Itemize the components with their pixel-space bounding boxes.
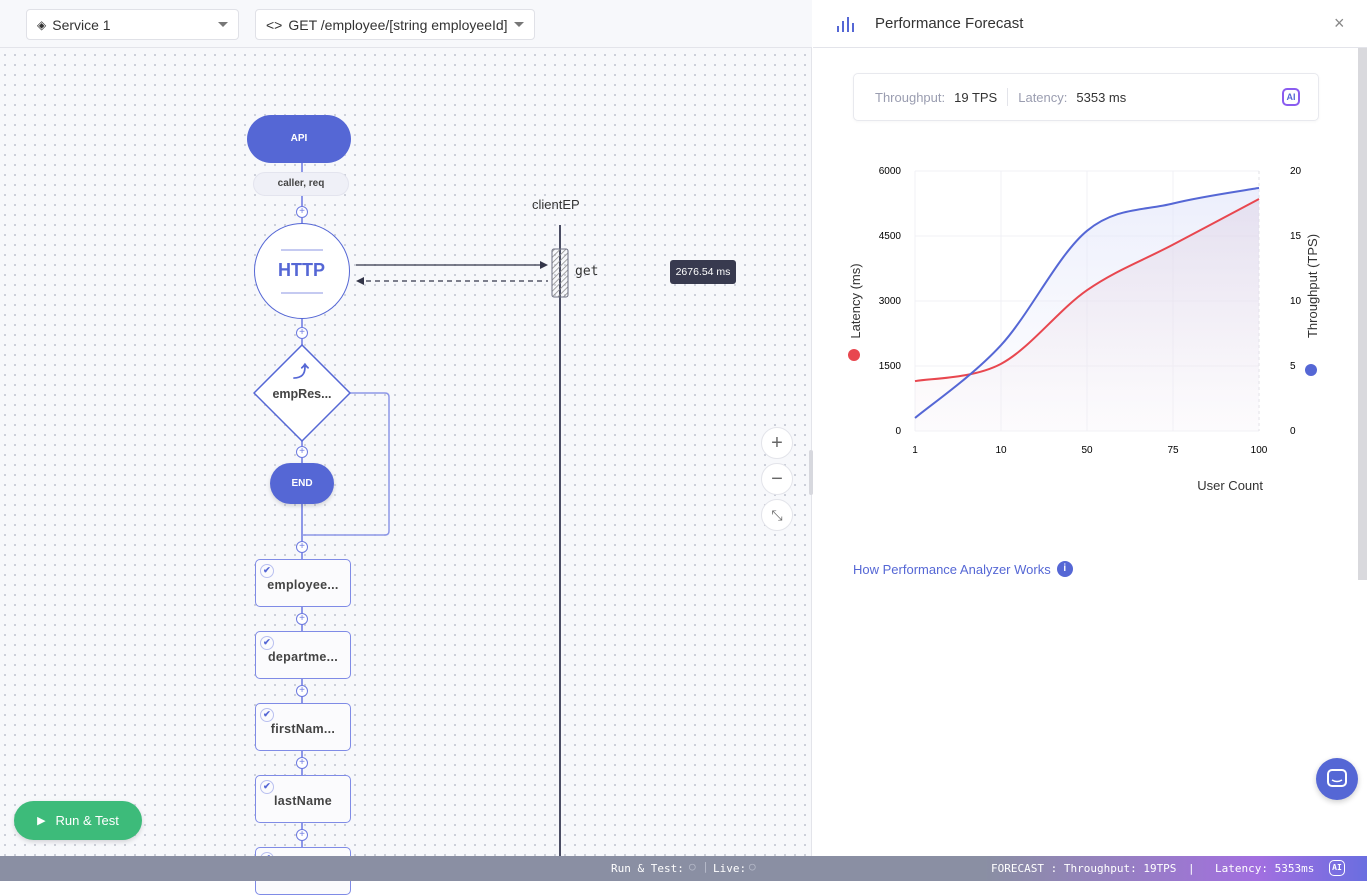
diagram-canvas[interactable]: API caller, req + HTTP + ⤴ empRes... + E… [0, 0, 813, 895]
series-line [914, 186, 1260, 419]
panel-header: Performance Forecast × [813, 0, 1367, 48]
info-icon: i [1056, 561, 1073, 577]
diagram-connectors [253, 163, 569, 856]
panel-scrollbar[interactable] [1358, 48, 1367, 580]
y-right-tick-label: 0 [1290, 426, 1296, 437]
add-node-icon[interactable]: + [296, 613, 308, 625]
branch-icon: ⤴ [293, 364, 310, 381]
add-node-icon[interactable]: + [296, 757, 308, 769]
x-tick-label: 75 [1167, 445, 1179, 456]
latency-legend-dot [848, 349, 860, 361]
forecast-chart: 0 0 1500 5 3000 10 4500 15 6000 20 1 10 50 75 100 Laten… [848, 166, 1320, 493]
service-select[interactable]: ◈ Service 1 [26, 9, 239, 40]
add-node-icon[interactable]: + [296, 829, 308, 841]
if-node-shape [253, 344, 351, 442]
latency-label: Latency: [1018, 89, 1068, 105]
statement-label: firstNam... [270, 722, 336, 736]
activation-box [551, 248, 569, 298]
add-node-icon[interactable]: + [296, 541, 308, 553]
x-tick-label: 10 [995, 445, 1007, 456]
x-tick-label: 100 [1251, 445, 1268, 456]
panel-title: Performance Forecast [875, 15, 1024, 32]
check-icon: ✔ [260, 780, 274, 794]
y-right-tick-label: 10 [1290, 296, 1302, 307]
x-tick-label: 50 [1081, 445, 1093, 456]
latency-value: 5353 ms [1076, 89, 1127, 105]
add-node-icon[interactable]: + [296, 327, 308, 339]
params-label: caller, req [253, 172, 349, 196]
add-node-icon[interactable]: + [296, 685, 308, 697]
live-status: Live: [713, 862, 747, 875]
x-tick-label: 1 [912, 445, 918, 456]
statement-label: employee... [267, 578, 339, 592]
statement-node[interactable]: ✔ firstNam... [255, 703, 351, 751]
zoom-out-button[interactable]: − [761, 463, 793, 495]
y-right-tick-label: 20 [1290, 166, 1302, 177]
chat-icon [1327, 769, 1347, 787]
http-node[interactable]: HTTP [254, 223, 350, 319]
run-and-test-button[interactable]: ▶ Run & Test [14, 801, 142, 840]
chevron-down-icon [514, 22, 524, 27]
latency-tooltip: 2676.54 ms [670, 260, 736, 284]
close-icon[interactable]: × [1334, 13, 1345, 33]
resource-label: GET /employee/[string employeeId] [288, 16, 508, 33]
forecast-summary-card: Throughput: 19 TPS Latency: 5353 ms AI [853, 73, 1319, 121]
live-indicator-icon: ○ [749, 860, 756, 873]
chat-button[interactable] [1316, 758, 1358, 800]
latency-status: Latency: 5353ms [1215, 862, 1315, 875]
y-left-tick-label: 0 [895, 426, 901, 437]
end-node[interactable]: END [270, 463, 334, 504]
ai-icon: AI [1282, 88, 1300, 106]
performance-forecast-panel: Performance Forecast × Throughput: 19 TP… [813, 0, 1367, 856]
x-axis-label: User Count [1197, 478, 1263, 493]
panel-resize-handle[interactable] [809, 450, 813, 495]
layers-icon: ◈ [37, 17, 47, 32]
statement-node[interactable]: ✔ departme... [255, 631, 351, 679]
y-left-tick-label: 6000 [879, 166, 902, 177]
help-link-label[interactable]: How Performance Analyzer Works [853, 561, 1051, 577]
action-label: get [575, 264, 599, 279]
statement-label: lastName [274, 794, 332, 808]
resource-select[interactable]: <> GET /employee/[string employeeId] [255, 9, 535, 40]
bar-chart-icon [837, 17, 854, 32]
run-test-indicator-icon: ○ | [689, 860, 709, 873]
http-label: HTTP [278, 260, 325, 280]
ai-icon: AI [1329, 860, 1345, 876]
fit-to-screen-button[interactable]: ⤡ [761, 499, 793, 531]
series-line [914, 198, 1260, 383]
add-node-icon[interactable]: + [296, 206, 308, 218]
help-link[interactable]: How Performance Analyzer Works i [853, 561, 1073, 577]
top-toolbar: ◈ Service 1 <> GET /employee/[string emplo… [0, 0, 812, 48]
y-right-tick-label: 5 [1290, 361, 1296, 372]
y-left-tick-label: 3000 [879, 296, 902, 307]
code-icon: <> [266, 16, 283, 33]
run-test-status: Run & Test: [611, 862, 684, 875]
statement-node[interactable]: ✔ lastName [255, 775, 351, 823]
api-node[interactable]: API [247, 115, 351, 163]
throughput-value: 19 TPS [954, 89, 998, 105]
endpoint-label: clientEP [532, 197, 580, 212]
check-icon: ✔ [260, 564, 274, 578]
y-right-tick-label: 15 [1290, 231, 1302, 242]
check-icon: ✔ [260, 708, 274, 722]
zoom-in-button[interactable]: + [761, 427, 793, 459]
chevron-down-icon [218, 22, 228, 27]
throughput-legend-dot [1305, 364, 1317, 376]
series-area [915, 187, 1259, 431]
add-node-icon[interactable]: + [296, 446, 308, 458]
service-label: Service 1 [52, 16, 111, 33]
y-left-tick-label: 1500 [879, 361, 902, 372]
forecast-status[interactable]: FORECAST : Throughput: 19TPS [991, 862, 1177, 875]
check-icon: ✔ [260, 636, 274, 650]
y-left-tick-label: 4500 [879, 231, 902, 242]
y-right-axis-label: Throughput (TPS) [1305, 234, 1320, 338]
play-icon: ▶ [37, 815, 46, 827]
run-label: Run & Test [55, 813, 119, 828]
y-left-axis-label: Latency (ms) [848, 263, 863, 338]
throughput-label: Throughput: [875, 89, 946, 105]
statement-label: departme... [268, 650, 338, 664]
status-bar: Run & Test: ○ | Live: ○ FORECAST : Throu… [0, 856, 1367, 881]
if-node-label[interactable]: empRes... [272, 387, 332, 401]
statement-node[interactable]: ✔ employee... [255, 559, 351, 607]
